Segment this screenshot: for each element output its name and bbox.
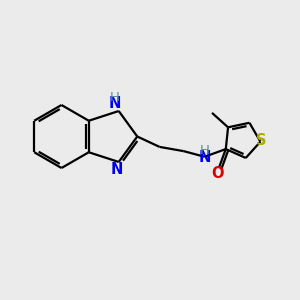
Text: H: H (200, 144, 210, 157)
Text: N: N (109, 96, 121, 111)
Text: N: N (199, 150, 211, 165)
Text: O: O (212, 166, 224, 181)
Text: N: N (111, 162, 123, 177)
Text: H: H (110, 91, 120, 104)
Text: S: S (256, 133, 266, 148)
